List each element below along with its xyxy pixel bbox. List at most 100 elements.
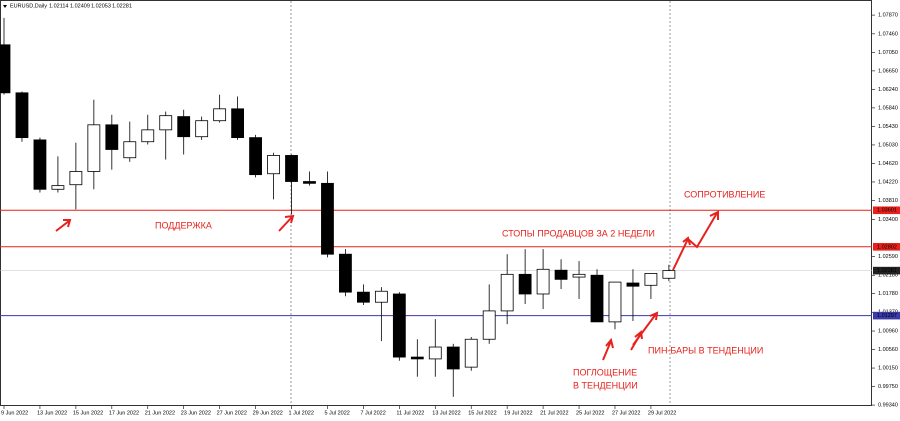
candle-body — [249, 137, 262, 176]
y-tick-label: 1.00150 — [878, 366, 898, 372]
candle-body — [410, 356, 424, 360]
candle-body — [285, 155, 298, 182]
x-tick-label: 21 Jun 2022 — [145, 410, 175, 416]
x-tick-label: 15 Jun 2022 — [73, 410, 103, 416]
arrow — [672, 210, 719, 271]
y-tick-label: 1.05030 — [878, 142, 898, 148]
x-tick-label: 7 Jul 2022 — [360, 410, 385, 416]
y-tick-label: 1.07460 — [878, 31, 898, 37]
level-label-bg — [873, 311, 900, 320]
x-tick-label: 29 Jul 2022 — [648, 410, 676, 416]
header-low: 1.02053 — [91, 3, 111, 9]
x-tick-label: 27 Jul 2022 — [612, 410, 640, 416]
header-close: 1.02281 — [112, 3, 132, 9]
candle-body — [231, 108, 245, 139]
annotation: В ТЕНДЕНЦИИ — [573, 380, 638, 390]
candle-body — [572, 273, 586, 278]
x-tick-label: 5 Jul 2022 — [324, 410, 349, 416]
arrow — [602, 337, 614, 361]
x-tick-label: 25 Jul 2022 — [576, 410, 604, 416]
y-tick-label: 1.05430 — [878, 124, 898, 130]
candle-body — [213, 108, 227, 122]
candle-body — [662, 270, 676, 279]
x-tick-label: 13 Jul 2022 — [432, 410, 460, 416]
x-tick-label: 27 Jun 2022 — [217, 410, 247, 416]
candle-body — [536, 268, 550, 295]
y-tick-label: 1.04220 — [878, 179, 898, 185]
annotation: ПОГЛОЩЕНИЕ — [573, 367, 637, 377]
candle-body — [356, 291, 370, 303]
candle-body — [177, 116, 191, 138]
candle-body — [464, 338, 478, 368]
y-axis: 1.07870 1.07460 1.07050 1.06650 1.06240 1.058… — [872, 13, 898, 409]
plot-frame — [0, 0, 872, 406]
candle-body — [195, 120, 209, 138]
candle-body — [626, 282, 640, 287]
candle-body — [15, 92, 29, 139]
y-tick-label: 1.03810 — [878, 198, 898, 204]
x-tick-label: 11 Jul 2022 — [396, 410, 424, 416]
annotation: СТОПЫ ПРОДАВЦОВ ЗА 2 НЕДЕЛИ — [502, 228, 655, 238]
x-tick-label: 29 Jun 2022 — [253, 410, 283, 416]
arrow — [55, 219, 72, 232]
annotation: СОПРОТИВЛЕНИЕ — [684, 189, 765, 199]
levels — [0, 209, 872, 317]
annotations: ПОДДЕРЖКА СОПРОТИВЛЕНИЕ СТОПЫ ПРОДАВЦОВ … — [55, 189, 765, 390]
candle-body — [339, 253, 352, 293]
y-tick-label: 1.06650 — [878, 68, 898, 74]
y-tick-label: 1.02180 — [878, 273, 898, 279]
x-tick-label: 23 Jun 2022 — [181, 410, 211, 416]
candle-body — [500, 273, 514, 312]
arrow — [278, 214, 295, 232]
level-label: 1.02802 — [877, 244, 897, 250]
candle-body — [159, 115, 173, 131]
candle-body — [428, 346, 442, 360]
x-tick-label: 21 Jul 2022 — [540, 410, 568, 416]
candle-body — [51, 185, 65, 190]
header-open: 1.02114 — [49, 3, 68, 9]
level-label-bg — [873, 206, 900, 215]
y-tick-label: 1.01780 — [878, 291, 898, 297]
y-tick-label: 1.04620 — [878, 161, 898, 167]
candle-body — [87, 124, 101, 172]
level-label: 1.03601 — [877, 208, 897, 214]
candle-body — [518, 273, 532, 295]
symbol: EURUSD,Daily — [10, 3, 47, 9]
y-tick-label: 0.99750 — [878, 384, 898, 390]
candles — [0, 17, 676, 397]
candle-body — [69, 171, 83, 186]
candle-body — [554, 269, 568, 280]
y-tick-label: 0.99340 — [878, 403, 898, 409]
annotation: ПИН-БАРЫ В ТЕНДЕНЦИИ — [648, 345, 763, 355]
y-tick-label: 1.02590 — [878, 254, 898, 260]
y-tick-label: 1.00560 — [878, 347, 898, 353]
candle-body — [392, 293, 406, 358]
candle-body — [446, 346, 460, 370]
candle-body — [123, 141, 137, 159]
y-tick-label: 1.05840 — [878, 105, 898, 111]
candle-body — [374, 290, 388, 303]
x-tick-label: 15 Jul 2022 — [468, 410, 496, 416]
annotation: ПОДДЕРЖКА — [155, 220, 212, 230]
x-tick-label: 19 Jul 2022 — [504, 410, 532, 416]
arrow — [632, 311, 659, 346]
x-tick-label: 9 Jun 2022 — [1, 410, 28, 416]
x-tick-label: 13 Jun 2022 — [37, 410, 67, 416]
candle-body — [105, 124, 119, 150]
candle-body — [590, 274, 604, 323]
x-tick-label: 17 Jun 2022 — [109, 410, 139, 416]
level-label-bg — [873, 243, 900, 251]
candle-body — [321, 182, 334, 255]
arrows — [55, 210, 719, 361]
y-tick-label: 1.07870 — [878, 13, 898, 19]
menu-icon — [3, 5, 7, 8]
candle-body — [33, 139, 47, 190]
level-label: 1.01297 — [877, 313, 897, 319]
level-label: 1.02281 — [877, 268, 897, 274]
candle-body — [267, 155, 280, 175]
candle-body — [141, 129, 155, 143]
x-tick-label: 1 Jul 2022 — [289, 410, 314, 416]
header-high: 1.02409 — [70, 3, 90, 9]
